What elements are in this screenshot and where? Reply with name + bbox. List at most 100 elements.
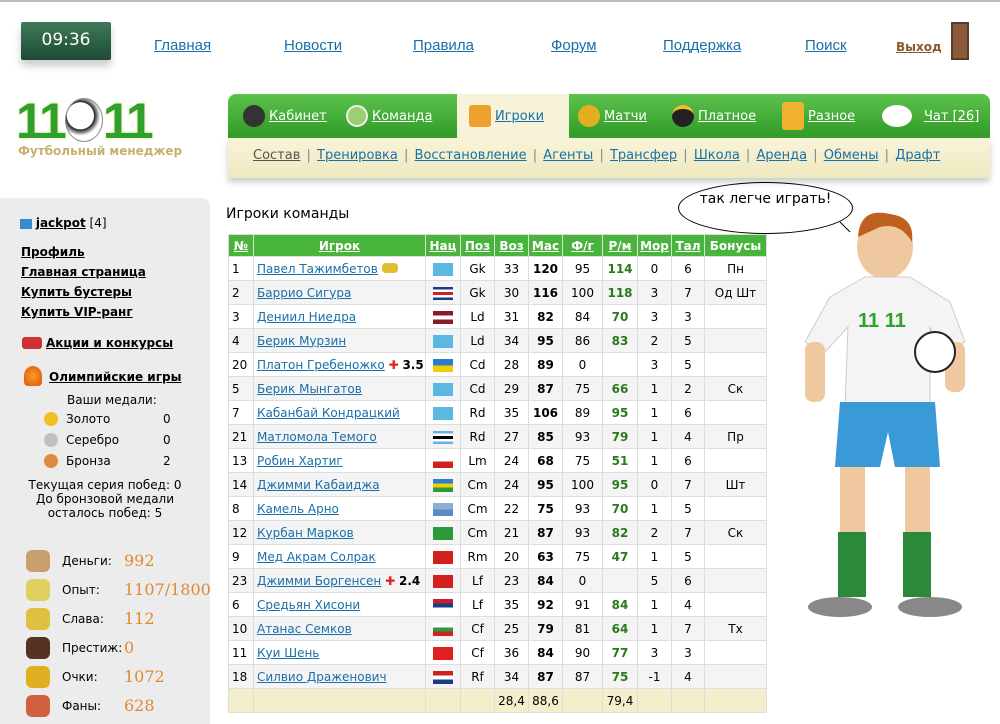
player-link[interactable]: Средьян Хисони	[257, 597, 361, 612]
column-header[interactable]: Воз	[494, 234, 529, 257]
position: Ld	[460, 328, 495, 353]
nationality-cell	[425, 328, 461, 353]
tab-label: Чат [26]	[924, 108, 980, 124]
tab-matches[interactable]: Матчи	[578, 94, 647, 138]
sort-link[interactable]: Нац	[429, 238, 457, 253]
sort-link[interactable]: Мас	[531, 238, 560, 253]
column-header[interactable]: Мас	[528, 234, 563, 257]
player-link[interactable]: Берик Мурзин	[257, 333, 347, 348]
tab-chat[interactable]: Чат [26]	[882, 94, 979, 138]
tab-misc[interactable]: Разное	[782, 94, 855, 138]
table-row: 23 Джимми Боргенсен ✚ 2.4 Lf 23 84 0 5 6	[228, 568, 767, 593]
tab-cabinet[interactable]: Кабинет	[243, 94, 327, 138]
main-page-link[interactable]: Главная страница	[21, 265, 146, 279]
player-number: 6	[228, 592, 254, 617]
wins-left: осталось побед: 5	[47, 506, 163, 520]
player-link[interactable]: Курбан Марков	[257, 525, 354, 540]
totals-row: 28,4 88,6 79,4	[228, 688, 767, 713]
mastery: 84	[528, 568, 563, 593]
tab-players[interactable]: Игроки	[457, 94, 569, 138]
bonuses: Пр	[704, 424, 767, 449]
subnav-item[interactable]: Трансфер	[609, 148, 678, 163]
player-link[interactable]: Баррио Сигура	[257, 285, 352, 300]
age: 29	[494, 376, 529, 401]
player-link[interactable]: Мед Акрам Солрак	[257, 549, 376, 564]
medal-icon	[44, 412, 58, 426]
sort-link[interactable]: №	[233, 238, 249, 253]
table-row: 5 Берик Мынгатов Cd 29 87 75 66 1 2 Ск	[228, 376, 767, 401]
sort-link[interactable]: Поз	[464, 238, 491, 253]
talent: 3	[671, 304, 705, 329]
nav-rules[interactable]: Правила	[413, 37, 474, 54]
nav-support[interactable]: Поддержка	[663, 37, 742, 54]
tab-team[interactable]: Команда	[346, 94, 432, 138]
player-link[interactable]: Джимми Боргенсен	[257, 573, 382, 588]
fitness: 89	[562, 400, 603, 425]
player-link[interactable]: Робин Хартиг	[257, 453, 343, 468]
username-link[interactable]: jackpot	[35, 216, 86, 230]
sort-link[interactable]: Р/м	[608, 238, 632, 253]
player-link[interactable]: Матломола Темого	[257, 429, 377, 444]
exit-link[interactable]: Выход	[896, 40, 942, 54]
player-link[interactable]: Кабанбай Кондрацкий	[257, 405, 400, 420]
player-number: 14	[228, 472, 254, 497]
talent: 6	[671, 568, 705, 593]
column-header[interactable]: Поз	[460, 234, 495, 257]
rating: 47	[602, 544, 638, 569]
subnav-item[interactable]: Состав	[253, 148, 301, 163]
buy-boosters-link[interactable]: Купить бустеры	[21, 285, 132, 299]
sort-link[interactable]: Мор	[640, 238, 669, 253]
column-header[interactable]: №	[228, 234, 254, 257]
player-number: 10	[228, 616, 254, 641]
olympic-flame-icon	[24, 366, 42, 386]
player-link[interactable]: Куи Шень	[257, 645, 320, 660]
player-link[interactable]: Атанас Семков	[257, 621, 352, 636]
nav-home[interactable]: Главная	[154, 37, 212, 54]
column-header[interactable]: Р/м	[602, 234, 638, 257]
player-link[interactable]: Джимми Кабаиджа	[257, 477, 380, 492]
stat-value: 628	[124, 696, 155, 715]
subnav-item[interactable]: Аренда	[756, 148, 808, 163]
logo[interactable]: 11 11	[16, 92, 154, 150]
subnav-item[interactable]: Агенты	[543, 148, 594, 163]
column-header[interactable]: Ф/г	[562, 234, 603, 257]
subnav-item[interactable]: Обмены	[823, 148, 879, 163]
nav-news[interactable]: Новости	[284, 37, 343, 54]
rating	[602, 568, 638, 593]
subnav-item[interactable]: Драфт	[895, 148, 941, 163]
players-icon	[469, 105, 491, 127]
stat-value: 0	[124, 638, 135, 657]
subnav-item[interactable]: Тренировка	[317, 148, 398, 163]
player-link[interactable]: Платон Гребеножко	[257, 357, 385, 372]
door-icon[interactable]	[951, 22, 969, 60]
sort-link[interactable]: Тал	[675, 238, 701, 253]
subnav-item[interactable]: Школа	[693, 148, 740, 163]
talent: 4	[671, 664, 705, 689]
sort-link[interactable]: Ф/г	[571, 238, 594, 253]
column-header[interactable]: Нац	[425, 234, 461, 257]
player-link[interactable]: Берик Мынгатов	[257, 381, 362, 396]
tab-paid[interactable]: Платное	[672, 94, 756, 138]
page-title: Игроки команды	[226, 206, 350, 222]
player-link[interactable]: Камель Арно	[257, 501, 339, 516]
buy-vip-link[interactable]: Купить VIP-ранг	[21, 305, 133, 319]
talent: 7	[671, 520, 705, 545]
nav-forum[interactable]: Форум	[551, 37, 597, 54]
column-header[interactable]: Тал	[671, 234, 705, 257]
player-link[interactable]: Силвио Драженович	[257, 669, 387, 684]
olympic-link[interactable]: Олимпийские игры	[49, 370, 182, 384]
player-link[interactable]: Дениил Ниедра	[257, 309, 357, 324]
nav-search[interactable]: Поиск	[805, 37, 847, 54]
player-number: 3	[228, 304, 254, 329]
sort-link[interactable]: Воз	[499, 238, 524, 253]
column-header[interactable]: Игрок	[253, 234, 426, 257]
promo-link[interactable]: Акции и конкурсы	[46, 336, 174, 350]
sort-link[interactable]: Игрок	[318, 238, 361, 253]
table-row: 10 Атанас Семков Cf 25 79 81 64 1 7 Тх	[228, 616, 767, 641]
subnav-item[interactable]: Восстановление	[414, 148, 527, 163]
logo-text: 11	[102, 93, 154, 149]
morale: 1	[637, 424, 672, 449]
column-header[interactable]: Мор	[637, 234, 672, 257]
player-link[interactable]: Павел Тажимбетов	[257, 261, 378, 276]
profile-link[interactable]: Профиль	[21, 245, 85, 259]
